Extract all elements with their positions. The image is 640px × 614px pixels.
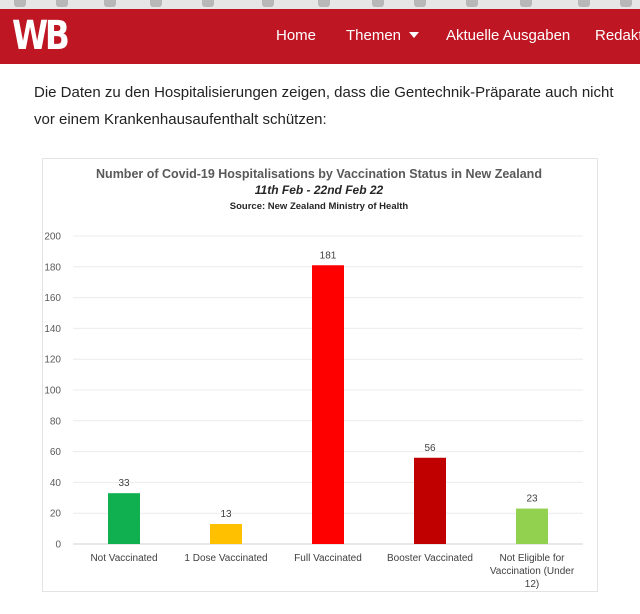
bar <box>516 508 548 544</box>
nav-home[interactable]: Home <box>276 27 317 44</box>
nav-redaktion[interactable]: Redakt <box>595 27 640 44</box>
x-tick-label: Not Vaccinated <box>90 553 157 564</box>
bar <box>312 265 344 544</box>
x-tick-label: Vaccination (Under <box>490 566 575 577</box>
y-tick-label: 20 <box>50 509 62 520</box>
site-header: WB Home Themen Aktuelle Ausgaben Redakt <box>0 9 640 64</box>
y-tick-label: 160 <box>44 293 61 304</box>
nav-themen[interactable]: Themen <box>346 27 420 44</box>
chevron-down-icon <box>409 32 420 38</box>
browser-toolbar-strip <box>0 0 640 9</box>
y-tick-label: 140 <box>44 324 61 335</box>
y-tick-label: 0 <box>55 540 61 551</box>
y-tick-label: 200 <box>44 232 61 243</box>
data-label: 13 <box>220 509 232 520</box>
chart-source: Source: New Zealand Ministry of Health <box>230 201 409 212</box>
data-label: 33 <box>118 478 130 489</box>
y-tick-label: 180 <box>44 262 61 273</box>
article-paragraph: Die Daten zu den Hospitalisierungen zeig… <box>34 84 614 128</box>
bar <box>108 493 140 544</box>
x-tick-label: Not Eligible for <box>499 553 565 564</box>
data-label: 56 <box>424 443 436 454</box>
x-tick-label: Full Vaccinated <box>294 553 362 564</box>
data-label: 23 <box>526 494 538 505</box>
y-tick-label: 60 <box>50 447 62 458</box>
chart-container: Number of Covid-19 Hospitalisations by V… <box>42 158 598 592</box>
y-tick-label: 100 <box>44 386 61 397</box>
y-tick-label: 120 <box>44 355 61 366</box>
x-tick-label: Booster Vaccinated <box>387 553 473 564</box>
chart-title: Number of Covid-19 Hospitalisations by V… <box>96 167 542 181</box>
nav-aktuelle-ausgaben[interactable]: Aktuelle Ausgaben <box>446 27 571 44</box>
bar <box>414 457 446 544</box>
bar <box>210 523 242 544</box>
bar-chart: Number of Covid-19 Hospitalisations by V… <box>44 167 583 590</box>
y-tick-label: 40 <box>50 478 62 489</box>
x-tick-label: 1 Dose Vaccinated <box>184 553 267 564</box>
site-logo[interactable]: WB <box>12 13 70 59</box>
x-tick-label: 12) <box>525 579 539 590</box>
chart-subtitle: 11th Feb - 22nd Feb 22 <box>255 183 384 197</box>
data-label: 181 <box>320 250 337 261</box>
nav-themen-label: Themen <box>346 27 402 44</box>
y-tick-label: 80 <box>50 416 62 427</box>
